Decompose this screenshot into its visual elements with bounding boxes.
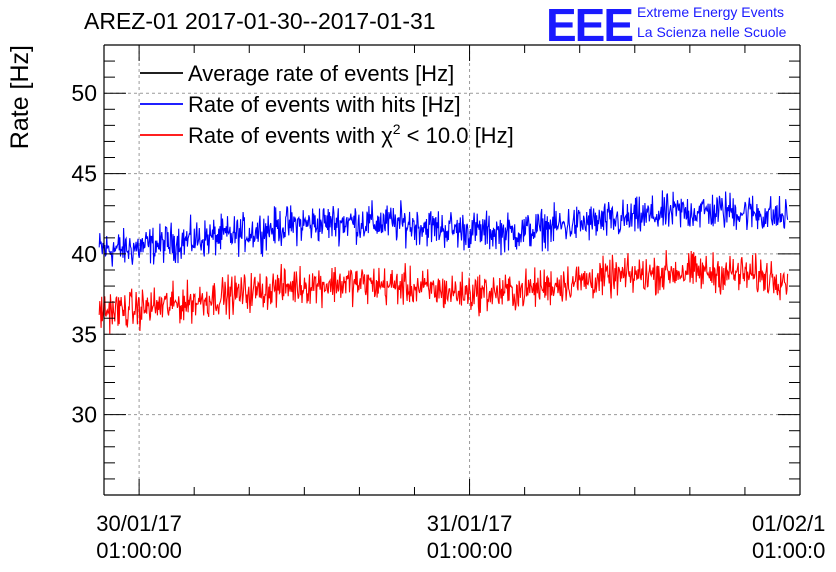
x-tick-label-time: 01:00:00 <box>96 538 182 563</box>
series-layer <box>98 190 789 334</box>
logo-line-1: Extreme Energy Events <box>637 4 785 20</box>
chart-title: AREZ-01 2017-01-30--2017-01-31 <box>84 8 436 34</box>
legend-label-0: Average rate of events [Hz] <box>188 61 454 86</box>
y-tick-label: 45 <box>71 161 97 187</box>
x-tick-label-time: 01:00:00 <box>427 538 513 563</box>
series-line-2 <box>98 250 789 334</box>
legend-label-1: Rate of events with hits [Hz] <box>188 92 461 117</box>
y-axis-label: Rate [Hz] <box>6 45 34 149</box>
series-line-1 <box>98 190 789 267</box>
x-tick-label-date: 01/02/1 <box>752 511 825 536</box>
logo-line-2: La Scienza nelle Scuole <box>637 24 787 40</box>
legend-label-2: Rate of events with χ2 < 10.0 [Hz] <box>188 121 514 148</box>
x-tick-label-time: 01:00:0 <box>752 538 825 563</box>
y-tick-label: 30 <box>71 402 97 428</box>
y-tick-label: 50 <box>71 80 97 106</box>
y-tick-label: 35 <box>71 321 97 347</box>
eee-logo: EEE <box>546 0 634 51</box>
legend: Average rate of events [Hz] Rate of event… <box>140 61 514 148</box>
y-tick-label: 40 <box>71 241 97 267</box>
x-tick-label-date: 31/01/17 <box>427 511 513 536</box>
x-tick-label-date: 30/01/17 <box>96 511 182 536</box>
